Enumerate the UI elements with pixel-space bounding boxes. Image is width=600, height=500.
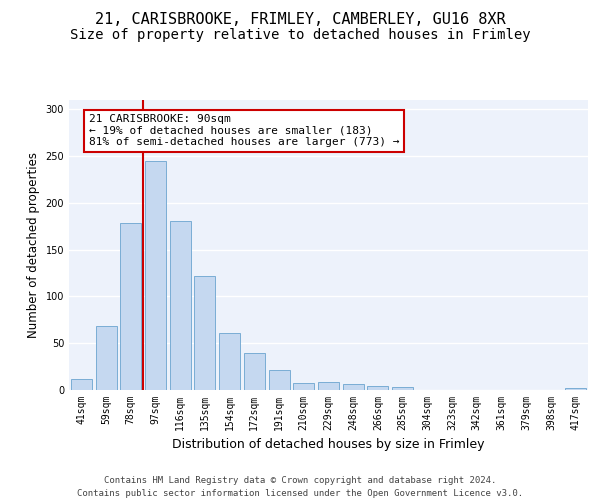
Bar xyxy=(95,326,116,390)
Bar xyxy=(194,276,215,390)
Text: 21 CARISBROOKE: 90sqm
← 19% of detached houses are smaller (183)
81% of semi-det: 21 CARISBROOKE: 90sqm ← 19% of detached … xyxy=(89,114,399,147)
Bar xyxy=(318,382,339,390)
Bar xyxy=(170,220,191,390)
Bar xyxy=(219,333,240,390)
Bar xyxy=(392,387,413,390)
Text: Contains public sector information licensed under the Open Government Licence v3: Contains public sector information licen… xyxy=(77,489,523,498)
Text: Size of property relative to detached houses in Frimley: Size of property relative to detached ho… xyxy=(70,28,530,42)
Bar xyxy=(367,386,388,390)
Bar xyxy=(71,379,92,390)
Bar xyxy=(293,384,314,390)
Bar xyxy=(145,161,166,390)
Text: Contains HM Land Registry data © Crown copyright and database right 2024.: Contains HM Land Registry data © Crown c… xyxy=(104,476,496,485)
Bar xyxy=(120,222,141,390)
Bar xyxy=(343,384,364,390)
Text: 21, CARISBROOKE, FRIMLEY, CAMBERLEY, GU16 8XR: 21, CARISBROOKE, FRIMLEY, CAMBERLEY, GU1… xyxy=(95,12,505,28)
Bar xyxy=(269,370,290,390)
Y-axis label: Number of detached properties: Number of detached properties xyxy=(27,152,40,338)
Bar xyxy=(244,352,265,390)
Bar xyxy=(565,388,586,390)
X-axis label: Distribution of detached houses by size in Frimley: Distribution of detached houses by size … xyxy=(172,438,485,452)
